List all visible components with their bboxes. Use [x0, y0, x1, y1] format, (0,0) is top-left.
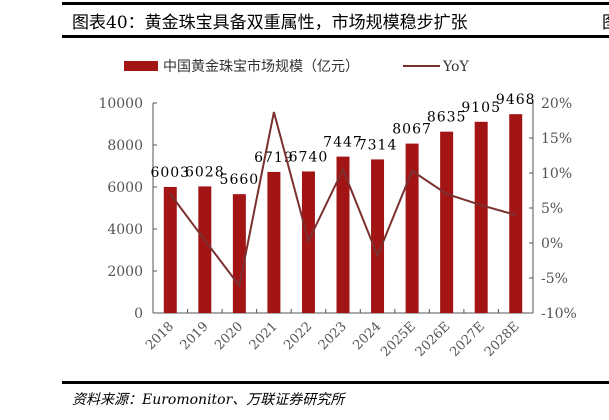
- bar-value-label: 9468: [496, 92, 536, 108]
- bar: [232, 194, 246, 313]
- source-note: 资料来源：Euromonitor、万联证券研究所: [72, 392, 345, 408]
- legend-bar-label: 中国黄金珠宝市场规模（亿元）: [163, 58, 359, 75]
- bar: [336, 156, 350, 313]
- right-tick-label: 15%: [541, 131, 572, 147]
- bar: [474, 121, 488, 313]
- yoy-point: [238, 285, 240, 287]
- top-rule: [62, 2, 609, 5]
- left-tick-label: 6000: [107, 180, 143, 196]
- yoy-point: [480, 204, 482, 206]
- bar: [371, 159, 385, 313]
- legend: 中国黄金珠宝市场规模（亿元） YoY: [124, 58, 469, 75]
- bar-value-label: 6003: [150, 165, 190, 181]
- yoy-point: [515, 214, 517, 216]
- x-tick-label: 2018: [143, 319, 177, 353]
- title-rule: [62, 35, 609, 38]
- yoy-point: [377, 255, 379, 257]
- cut-off-title: 图: [602, 8, 609, 33]
- bar: [198, 186, 212, 313]
- left-tick-label: 2000: [107, 264, 143, 280]
- x-tick-label: 2023: [316, 319, 350, 353]
- right-tick-label: 0%: [541, 236, 563, 252]
- x-tick-label: 2020: [212, 319, 246, 353]
- x-tick-label: 2027E: [447, 319, 488, 360]
- bar: [405, 143, 419, 313]
- bar: [509, 114, 523, 313]
- right-tick-label: 20%: [541, 96, 572, 112]
- yoy-point: [342, 169, 344, 170]
- left-tick-label: 8000: [107, 138, 143, 154]
- chart-title: 图表40：黄金珠宝具备双重属性，市场规模稳步扩张: [72, 13, 468, 33]
- x-tick-label: 2022: [281, 319, 315, 353]
- yoy-point: [446, 193, 448, 195]
- bar-value-label: 9105: [461, 100, 501, 116]
- bar: [440, 131, 454, 313]
- left-tick-label: 4000: [107, 222, 143, 238]
- right-tick-label: -5%: [541, 271, 568, 287]
- x-tick-label: 2028E: [482, 319, 523, 360]
- right-tick-label: -10%: [541, 306, 577, 322]
- bar: [163, 186, 177, 313]
- yoy-point: [204, 239, 206, 241]
- x-tick-label: 2021: [247, 319, 281, 353]
- chart: 中国黄金珠宝市场规模（亿元） YoY 0 2000 4000 6000 8000 1000…: [98, 58, 577, 360]
- legend-line-label: YoY: [442, 59, 469, 75]
- bar-value-label: 6028: [185, 164, 225, 180]
- bar: [267, 171, 281, 313]
- bar-value-label: 7314: [358, 137, 398, 153]
- yoy-point: [273, 111, 275, 113]
- yoy-point: [169, 193, 171, 195]
- bar-value-label: 5660: [220, 172, 260, 188]
- x-tick-label: 2019: [178, 319, 212, 353]
- bar-value-label: 6740: [289, 149, 329, 165]
- x-tick-label: 2025E: [378, 319, 419, 360]
- source-rule: [62, 381, 609, 384]
- bar-value-label: 8067: [392, 122, 432, 138]
- right-tick-label: 5%: [541, 201, 563, 217]
- yoy-point: [307, 240, 309, 242]
- yoy-point: [411, 170, 413, 172]
- right-tick-label: 10%: [541, 166, 572, 182]
- left-tick-label: 0: [134, 306, 143, 322]
- legend-bar-swatch: [124, 61, 158, 71]
- x-tick-label: 2026E: [413, 319, 454, 360]
- bar-value-label: 8635: [427, 110, 467, 126]
- left-tick-label: 10000: [98, 96, 143, 112]
- bar-value-label: 7447: [323, 135, 363, 151]
